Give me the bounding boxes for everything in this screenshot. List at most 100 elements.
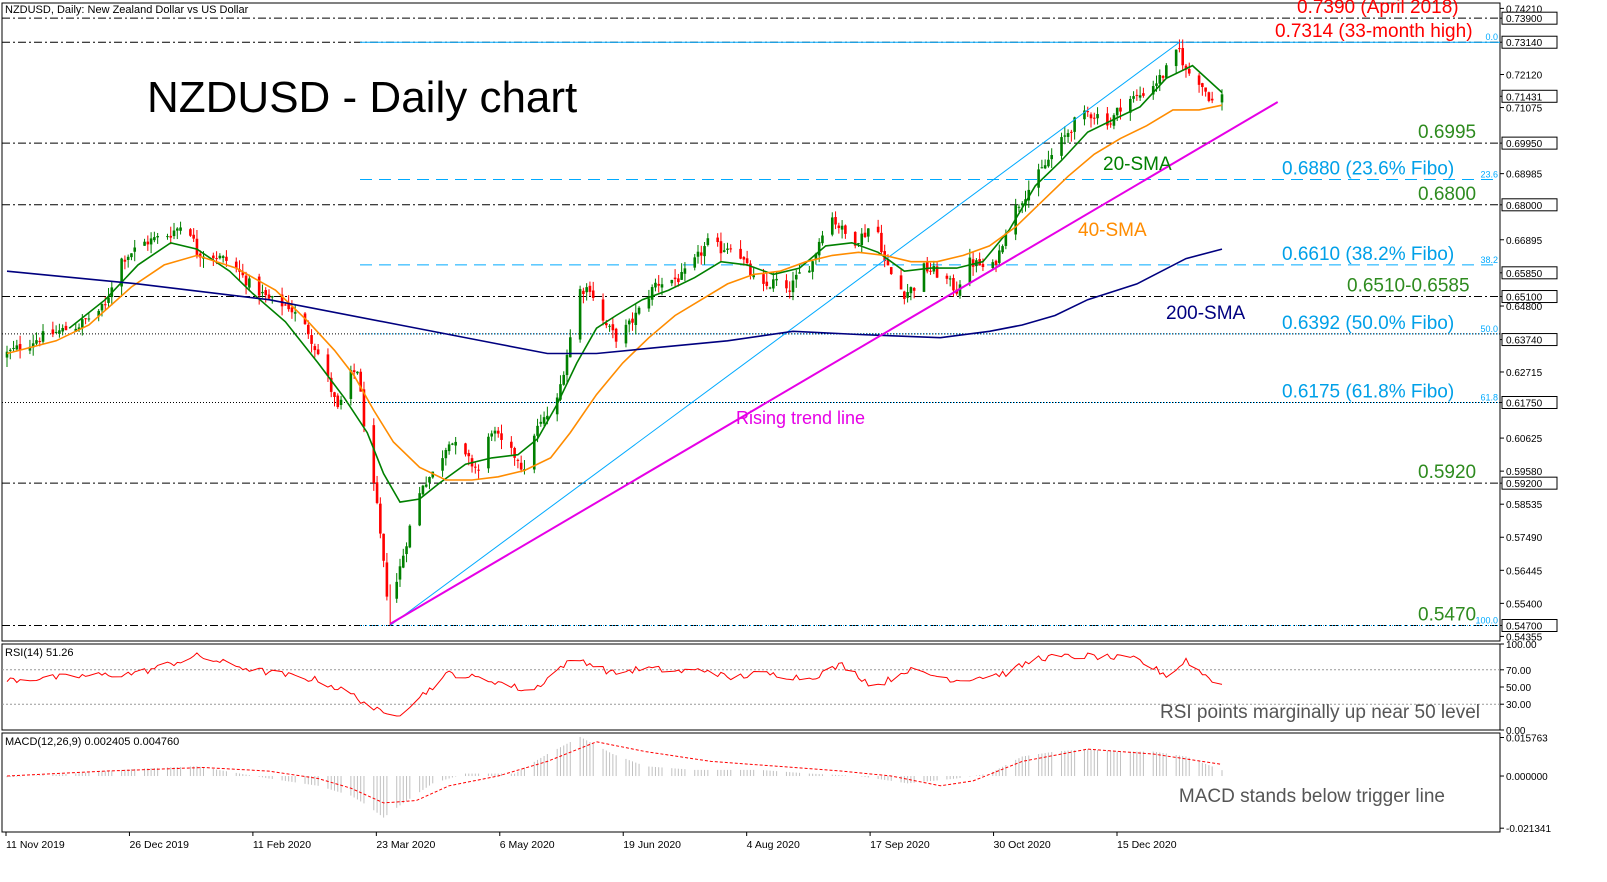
x-tick-label: 23 Mar 2020 (376, 839, 435, 851)
x-tick-label: 26 Dec 2019 (129, 839, 189, 851)
candle-body (798, 272, 801, 274)
candle-body (1109, 123, 1112, 125)
candle-body (146, 241, 150, 245)
candle-body (608, 325, 611, 327)
candle-body (906, 292, 909, 298)
y-tick-label: 0.71075 (1506, 104, 1543, 115)
candle-body (808, 270, 811, 273)
candle-body (156, 236, 159, 238)
candle-body (41, 331, 45, 342)
y-tick-label: 0.65850 (1506, 269, 1543, 280)
level-label: 0.6800 (1418, 184, 1476, 205)
x-tick-label: 15 Dec 2020 (1117, 839, 1177, 851)
candle-body (398, 566, 402, 580)
candle-body (313, 346, 317, 351)
macd-y-tick-label: -0.021341 (1506, 824, 1551, 835)
candle-body (84, 318, 87, 320)
candle-body (791, 280, 795, 293)
candle-body (719, 241, 723, 254)
candle-body (677, 278, 680, 283)
candle-body (326, 354, 330, 377)
level-label: 0.6510-0.6585 (1347, 276, 1470, 297)
candle-body (998, 250, 1001, 263)
price-marker-box (1501, 11, 1558, 25)
candle-body (490, 433, 493, 437)
candle-body (464, 443, 467, 455)
candle-body (1040, 167, 1044, 169)
candle-body (38, 341, 42, 343)
candle-body (1027, 189, 1031, 201)
candle-body (703, 246, 706, 257)
candle-body (143, 241, 146, 246)
candle-body (248, 278, 251, 288)
y-tick-label: 0.54355 (1506, 632, 1543, 643)
candle-body (578, 289, 582, 340)
candle-body (97, 310, 100, 317)
sma-20-line (68, 64, 1223, 503)
candle-body (1047, 159, 1050, 167)
candle-body (647, 298, 651, 309)
candle-body (1161, 76, 1165, 78)
candle-body (477, 469, 480, 471)
candle-body (441, 458, 444, 471)
candle-body (28, 346, 32, 351)
candle-body (909, 287, 913, 294)
candle-body (765, 281, 769, 286)
candle-body (123, 259, 127, 262)
candle-body (568, 337, 572, 358)
candle-body (241, 272, 245, 276)
candle-body (925, 261, 929, 272)
candle-body (601, 299, 605, 321)
candle-body (126, 256, 130, 260)
candle-body (35, 340, 38, 344)
level-label: 0.6175 (61.8% Fibo) (1282, 382, 1454, 403)
candle-body (811, 261, 814, 272)
candle-body (857, 243, 860, 245)
candle-body (1106, 113, 1109, 126)
price-marker-box (1501, 333, 1558, 347)
symbol-label: NZDUSD, Daily: New Zealand Dollar vs US … (5, 4, 249, 16)
candle-body (670, 279, 674, 284)
candle-body (1132, 96, 1135, 99)
candle-body (133, 247, 137, 252)
macd-panel: 0.015763 0.000000 -0.021341 MACD(12,26,9) 0… (1, 732, 1551, 835)
candle-body (768, 287, 772, 289)
candle-body (189, 229, 192, 236)
candle-body (270, 296, 274, 298)
candle-body (1201, 83, 1204, 88)
candle-body (726, 248, 729, 250)
candle-body (12, 347, 15, 349)
fibo-level-label: 61.8 (1480, 393, 1498, 403)
macd-histogram (6, 736, 1223, 818)
candle-body (1083, 110, 1086, 120)
candle-body (1142, 93, 1145, 96)
y-tick-label: 0.63740 (1506, 336, 1543, 347)
candle-body (179, 227, 182, 231)
candle-body (716, 237, 719, 243)
rsi-note: RSI points marginally up near 50 level (1160, 702, 1480, 723)
candle-body (775, 278, 778, 281)
candle-body (565, 354, 569, 376)
candle-body (8, 349, 12, 351)
candle-body (981, 264, 985, 268)
candle-body (624, 324, 628, 344)
candle-body (1096, 114, 1099, 119)
candle-body (405, 546, 408, 555)
candle-body (948, 278, 952, 280)
y-tick-label: 0.55400 (1506, 599, 1543, 610)
candle-body (510, 441, 513, 448)
candle-body (58, 330, 61, 334)
y-tick-label: 0.58535 (1506, 500, 1543, 511)
candle-body (840, 225, 844, 230)
candle-body (130, 253, 133, 258)
rsi-y-tick-label: 0.00 (1506, 726, 1526, 737)
candle-body (745, 258, 749, 264)
candle-body (1129, 98, 1132, 113)
macd-title: MACD(12,26,9) 0.002405 0.004760 (5, 736, 179, 748)
candle-body (880, 232, 883, 253)
price-marker-box (1501, 89, 1558, 103)
candle-body (81, 319, 84, 328)
candle-body (611, 324, 615, 331)
fibo-level-label: 100.0 (1475, 616, 1498, 626)
candle-body (153, 237, 156, 241)
